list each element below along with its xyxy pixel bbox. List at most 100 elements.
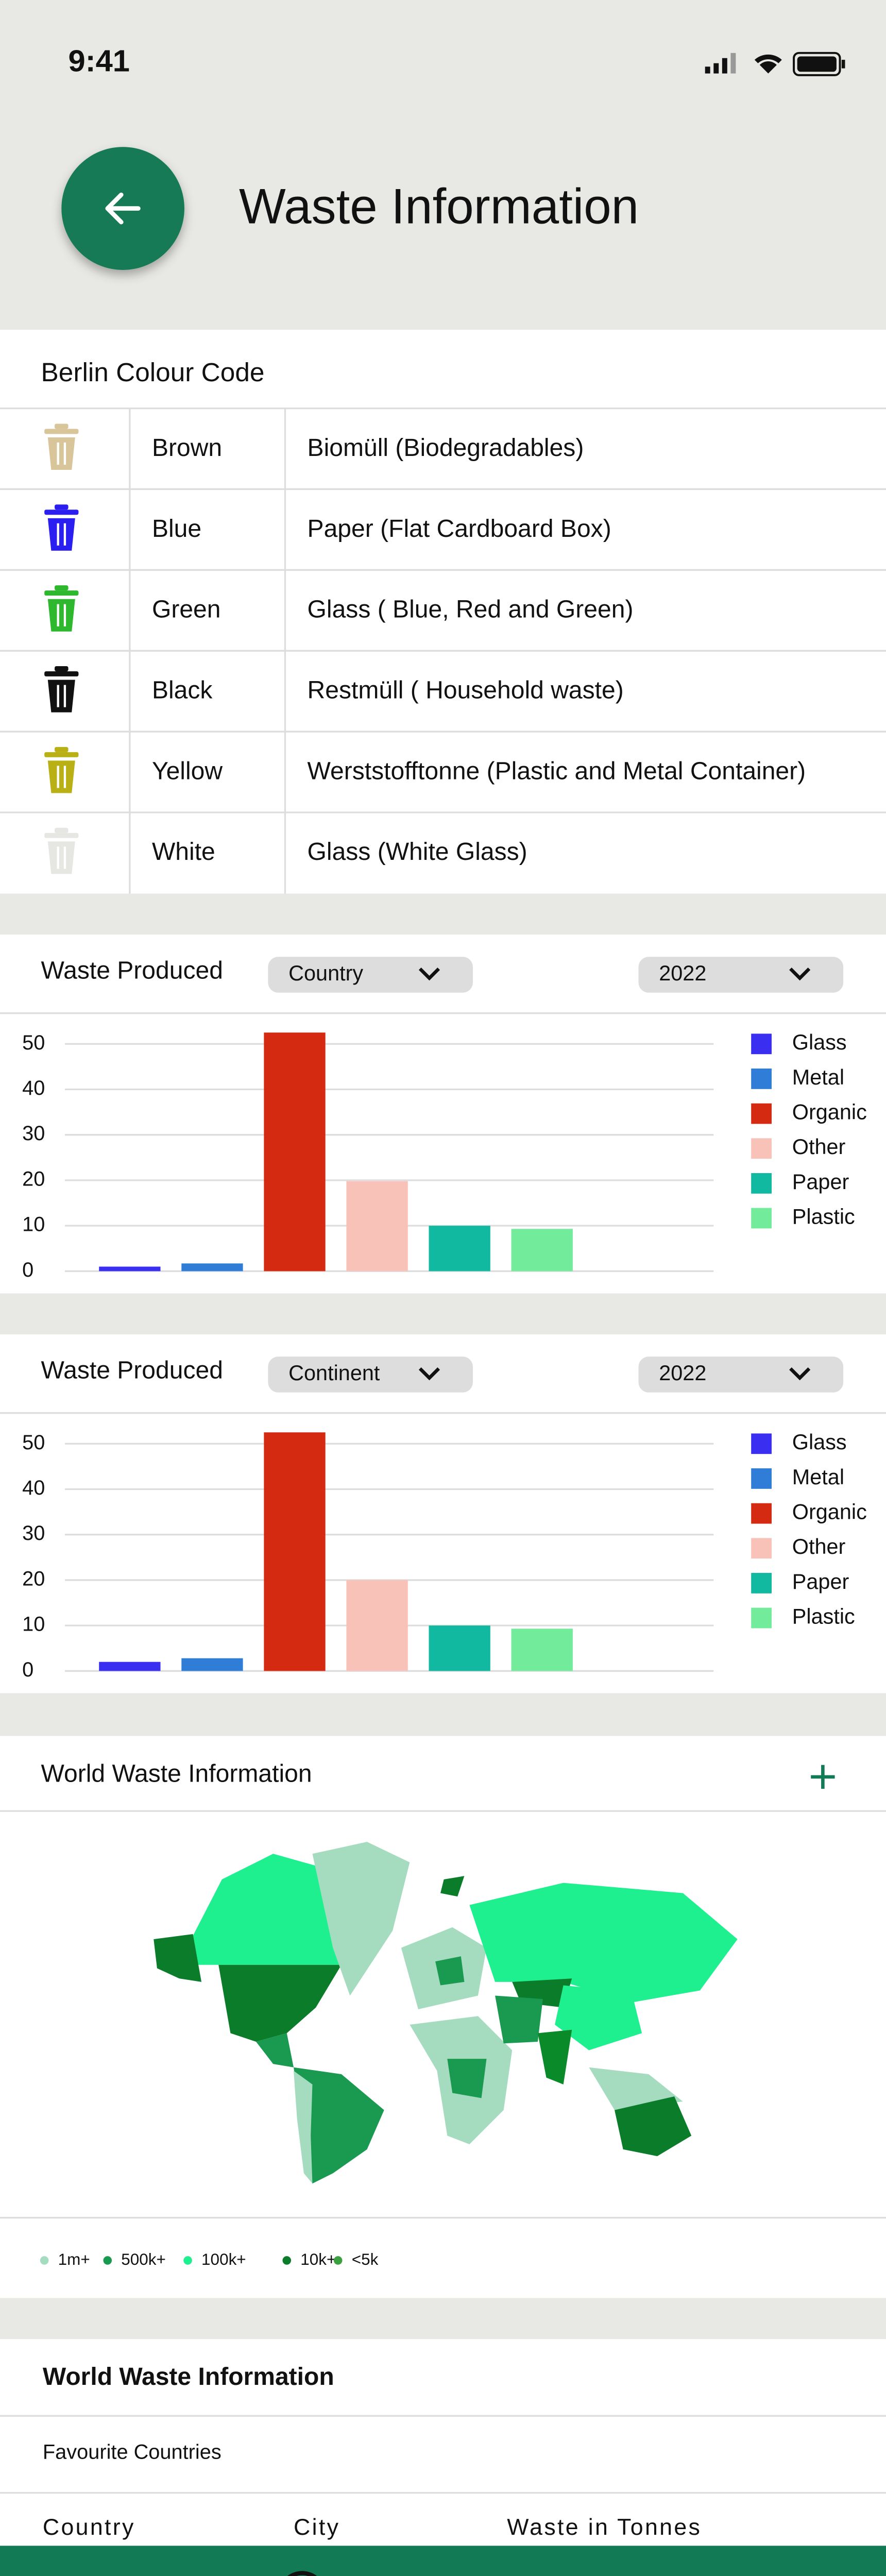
legend-dot [103, 2256, 112, 2265]
bin-icon [44, 747, 79, 793]
legend-swatch [751, 1069, 772, 1089]
bar [429, 1625, 490, 1671]
bin-lid [44, 833, 79, 838]
nav-icons [287, 2571, 317, 2576]
dropdown-label[interactable]: 2022 [659, 1361, 706, 1385]
y-tick-label: 30 [22, 1122, 45, 1145]
bin-handle [55, 827, 69, 833]
bin-body [47, 518, 75, 551]
legend-swatch [751, 1208, 772, 1229]
bin-lines [57, 604, 66, 626]
bin-handle [55, 504, 69, 510]
bin-body [47, 841, 75, 874]
dropdown-chevron[interactable] [789, 1367, 811, 1381]
bottom-nav [0, 2546, 886, 2576]
y-tick-label: 0 [22, 1259, 33, 1281]
card-subtitle: Favourite Countries [43, 2441, 222, 2464]
bar [511, 1229, 573, 1272]
colour-table: Brown Biomüll (Biodegradables) Blue Paper (… [0, 407, 886, 894]
legend-swatch [751, 1503, 772, 1524]
legend-label: 500k+ [121, 2250, 166, 2268]
legend-swatch [751, 1468, 772, 1489]
bar [511, 1629, 573, 1671]
y-tick-label: 50 [22, 1031, 45, 1054]
status-time: 9:41 [69, 43, 130, 78]
legend-label: Plastic [792, 1604, 855, 1628]
bin-lines [57, 766, 66, 788]
dropdown-label[interactable]: 2022 [659, 961, 706, 985]
dropdown[interactable]: 2022 [638, 1357, 844, 1393]
bar [99, 1662, 161, 1671]
legend-swatch [751, 1572, 772, 1594]
bar [99, 1266, 161, 1272]
legend-label: Metal [792, 1465, 844, 1489]
legend-dot [333, 2256, 343, 2265]
legend-label: Metal [792, 1065, 844, 1089]
map-legend: 1m+ 500k+ 100k+ 10k+ <5k [40, 2250, 379, 2268]
bin-lid [44, 752, 79, 757]
bin-handle [55, 666, 69, 671]
bin-lid [44, 429, 79, 434]
legend-swatch [751, 1173, 772, 1194]
table-header: Country City Waste in Tonnes [43, 2514, 700, 2540]
bin-body [47, 680, 75, 713]
bin-handle [55, 423, 69, 429]
bar [346, 1580, 408, 1671]
bin-icon [44, 504, 79, 551]
bin-description: Glass ( Blue, Red and Green) [308, 596, 634, 623]
dropdown-box[interactable] [638, 1357, 844, 1393]
dropdown-label[interactable]: Country [288, 961, 363, 985]
y-tick-label: 40 [22, 1077, 45, 1099]
dropdown-chevron[interactable] [789, 967, 811, 981]
dropdown-box[interactable] [268, 1357, 473, 1393]
legend-label: Paper [792, 1569, 849, 1594]
dropdown-box[interactable] [268, 957, 473, 993]
y-tick-label: 10 [22, 1213, 45, 1236]
bin-icon [44, 585, 79, 632]
dropdown[interactable]: Continent [268, 1357, 473, 1393]
y-tick-label: 20 [22, 1167, 45, 1190]
add-button[interactable] [811, 1765, 835, 1789]
dropdown-chevron[interactable] [418, 967, 440, 981]
bin-colour: Black [152, 676, 213, 704]
status-icons [705, 52, 845, 76]
card-title: World Waste Information [43, 2363, 334, 2391]
legend-dot [183, 2256, 192, 2265]
bar [181, 1658, 243, 1671]
back-button[interactable] [61, 147, 184, 270]
bin-lines [57, 523, 66, 546]
column-header: Country [43, 2514, 135, 2540]
bin-description: Werststofftonne (Plastic and Metal Conta… [308, 757, 806, 785]
legend-label: 100k+ [201, 2250, 246, 2268]
y-tick-label: 0 [22, 1658, 33, 1681]
legend-label: Plastic [792, 1204, 855, 1228]
charts: Waste Produced Country 2022 0 10 20 30 40 50 Glas… [0, 935, 886, 1693]
legend-label: 1m+ [58, 2250, 90, 2268]
dropdown[interactable]: 2022 [638, 957, 844, 993]
chart-title: Waste Produced [41, 1357, 223, 1384]
page-title: Waste Information [239, 179, 639, 234]
legend-swatch [751, 1033, 772, 1055]
legend-label: Glass [792, 1430, 847, 1454]
bin-lines [57, 846, 66, 869]
bin-description: Glass (White Glass) [308, 838, 527, 866]
bin-description: Paper (Flat Cardboard Box) [308, 515, 611, 543]
bin-icon [44, 666, 79, 713]
bin-icon [44, 827, 79, 874]
bin-lid [44, 590, 79, 596]
dropdown-chevron[interactable] [418, 1367, 440, 1381]
card-title: World Waste Information [41, 1759, 312, 1787]
y-tick-label: 30 [22, 1522, 45, 1545]
legend-swatch [751, 1103, 772, 1124]
world-map [154, 1841, 738, 2184]
dropdown[interactable]: Country [268, 957, 473, 993]
legend-dot [40, 2256, 49, 2265]
legend-label: Other [792, 1134, 846, 1159]
bin-handle [55, 585, 69, 591]
dropdown-box[interactable] [638, 957, 844, 993]
dropdown-label[interactable]: Continent [288, 1361, 380, 1385]
y-tick-label: 10 [22, 1613, 45, 1636]
legend-dot [282, 2256, 292, 2265]
bin-lines [57, 442, 66, 465]
